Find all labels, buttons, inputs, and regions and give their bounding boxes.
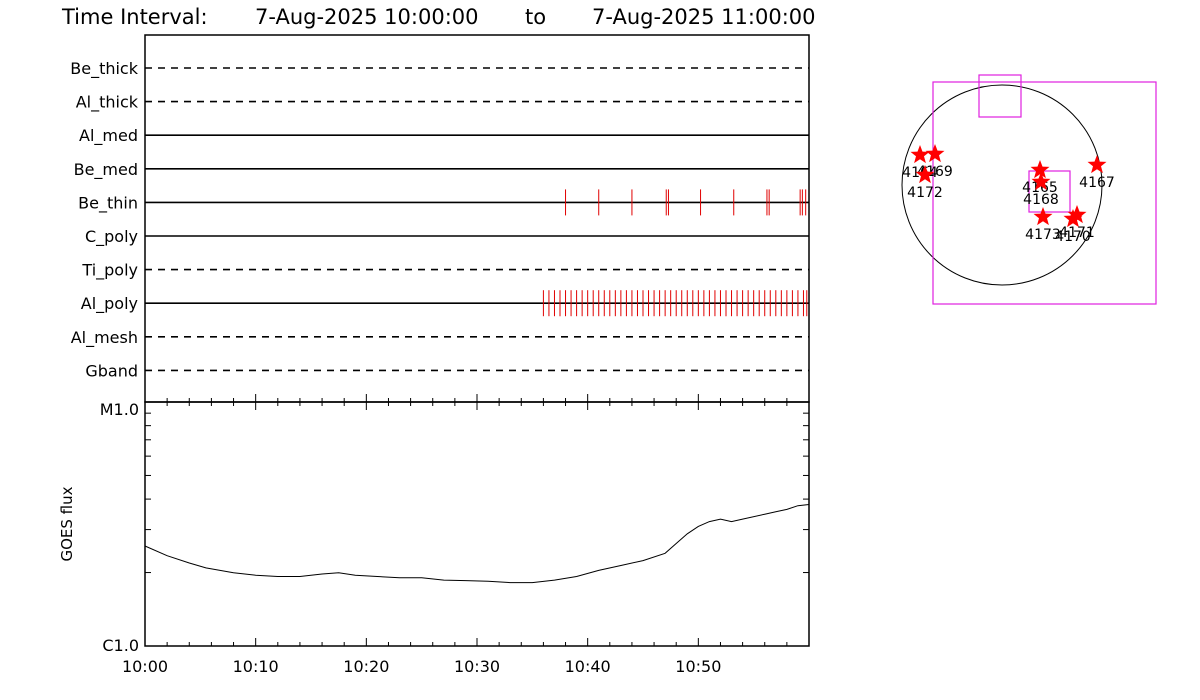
x-tick-label: 10:30 — [454, 657, 500, 676]
x-tick-label: 10:40 — [565, 657, 611, 676]
active-region-label: 4173 — [1025, 227, 1061, 243]
title-end-time: 7-Aug-2025 11:00:00 — [592, 5, 816, 29]
goes-flux-panel: M1.0 C1.0 GOES flux 10:00 10:10 10:20 10:30… — [58, 394, 810, 676]
active-region-star — [1030, 160, 1050, 179]
small-fov-box-center — [1028, 170, 1071, 213]
filter-label: Be_med — [74, 160, 138, 180]
active-region-star — [1063, 209, 1083, 228]
filter-label: Al_poly — [81, 294, 138, 314]
x-tick-label: 10:20 — [343, 657, 389, 676]
active-region-label: 4167 — [1079, 175, 1115, 191]
x-tick-label: 10:50 — [675, 657, 721, 676]
filter-label: Ti_poly — [81, 261, 138, 281]
active-region-label: 4165 — [1022, 180, 1058, 196]
active-region-star — [1087, 155, 1107, 174]
active-region-star — [910, 145, 930, 164]
x-tick-label: 10:00 — [122, 657, 168, 676]
active-region-label: 4170 — [1055, 229, 1091, 245]
small-fov-box-north — [978, 74, 1022, 118]
filter-label: Al_thick — [76, 93, 139, 113]
filter-label: C_poly — [85, 227, 138, 247]
title-prefix: Time Interval: — [61, 5, 208, 29]
filter-label: Al_med — [79, 126, 138, 146]
active-region-label: 4171 — [1059, 225, 1095, 241]
active-region-star — [1031, 172, 1051, 191]
filter-label: Gband — [85, 361, 138, 380]
active-region-star — [925, 144, 945, 163]
filter-label: Al_mesh — [71, 328, 138, 348]
active-region-star — [1067, 205, 1087, 224]
filter-label: Be_thin — [78, 193, 138, 213]
filter-timeline-panel: Be_thick Al_thick Al_med Be_med Be_thin C_pol… — [70, 34, 810, 403]
goes-y-axis-label: GOES flux — [58, 486, 76, 561]
xrt-fov-box — [932, 81, 1157, 305]
solar-limb — [901, 84, 1103, 286]
title-connector: to — [525, 5, 546, 29]
y-tick-label-top: M1.0 — [100, 400, 139, 419]
x-tick-label: 10:10 — [233, 657, 279, 676]
active-region-star — [915, 165, 935, 184]
solar-disk-map: 416441694172416541684167417341714170 — [901, 74, 1157, 305]
active-region-label: 4168 — [1023, 192, 1059, 208]
active-region-label: 4172 — [907, 185, 943, 201]
goes-flux-line — [144, 504, 810, 584]
y-tick-label-bottom: C1.0 — [102, 636, 139, 655]
timeline-frame — [144, 34, 810, 403]
title-start-time: 7-Aug-2025 10:00:00 — [255, 5, 479, 29]
active-region-star — [1033, 207, 1053, 226]
goes-frame — [144, 401, 810, 647]
filter-label: Be_thick — [70, 59, 138, 79]
